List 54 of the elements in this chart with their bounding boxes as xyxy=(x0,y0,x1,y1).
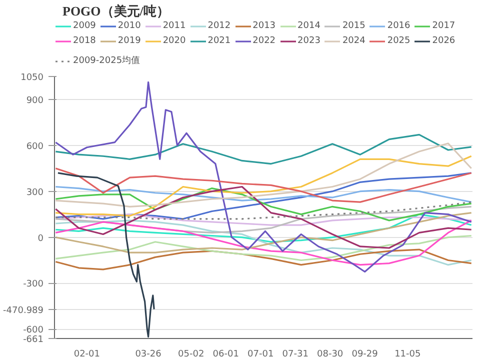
legend-label: 2026 xyxy=(432,35,456,46)
legend-label: 2009 xyxy=(73,20,96,31)
line-series xyxy=(54,186,472,203)
line-series xyxy=(54,168,472,203)
y-tick-label: -600 xyxy=(23,326,44,336)
legend-label: 2013 xyxy=(252,20,276,31)
legend-label: 2010 xyxy=(118,20,141,31)
x-tick-label: 08-30 xyxy=(317,350,344,360)
line-series xyxy=(54,186,472,249)
legend-label: 2023 xyxy=(298,35,320,46)
y-tick-label: 0 xyxy=(38,234,44,244)
x-tick-label: 07-31 xyxy=(282,350,308,360)
y-tick-label: 900 xyxy=(26,96,44,106)
legend-label: 2015 xyxy=(342,20,366,31)
line-series xyxy=(57,172,155,338)
y-tick-label: -470.989 xyxy=(3,306,44,316)
x-tick-label: 06-01 xyxy=(212,350,239,360)
legend-label: 2012 xyxy=(208,20,231,31)
line-series xyxy=(54,201,472,220)
legend-label: 2016 xyxy=(387,20,410,31)
x-tick-label: 11-05 xyxy=(394,350,421,360)
legend-label: 2014 xyxy=(298,20,320,31)
legend-label: 2022 xyxy=(252,35,276,46)
line-series xyxy=(54,142,472,208)
line-series xyxy=(54,248,472,270)
x-tick-label: 02-01 xyxy=(74,350,100,360)
legend-label: 2009-2025均值 xyxy=(73,54,140,67)
line-series xyxy=(54,212,472,254)
legend-label: 2011 xyxy=(162,20,186,31)
line-series xyxy=(54,155,472,217)
legend-label: 2025 xyxy=(387,35,410,46)
line-series xyxy=(54,214,472,243)
y-tick-label: -300 xyxy=(23,280,44,290)
x-tick-label: 07-01 xyxy=(248,350,274,360)
y-tick-label: 600 xyxy=(26,142,44,152)
legend-label: 2020 xyxy=(162,35,186,46)
line-series xyxy=(54,134,472,165)
legend-label: 2019 xyxy=(118,35,141,46)
x-tick-label: 05-02 xyxy=(178,350,204,360)
chart-title: POGO（美元/吨） xyxy=(62,4,170,18)
x-tick-label: 09-29 xyxy=(352,350,378,360)
legend-label: 2024 xyxy=(342,35,366,46)
x-tick-label: 03-26 xyxy=(135,350,162,360)
y-tick-label: -661 xyxy=(23,335,44,345)
line-series xyxy=(54,234,472,262)
legend-label: 2017 xyxy=(432,20,456,31)
line-series xyxy=(54,187,472,222)
line-series xyxy=(54,172,472,220)
legend-label: 2021 xyxy=(208,35,231,46)
y-tick-label: 1050 xyxy=(20,73,44,83)
line-series xyxy=(54,220,472,266)
y-tick-label: 300 xyxy=(26,188,44,198)
line-series xyxy=(54,81,472,273)
legend-label: 2018 xyxy=(73,35,96,46)
